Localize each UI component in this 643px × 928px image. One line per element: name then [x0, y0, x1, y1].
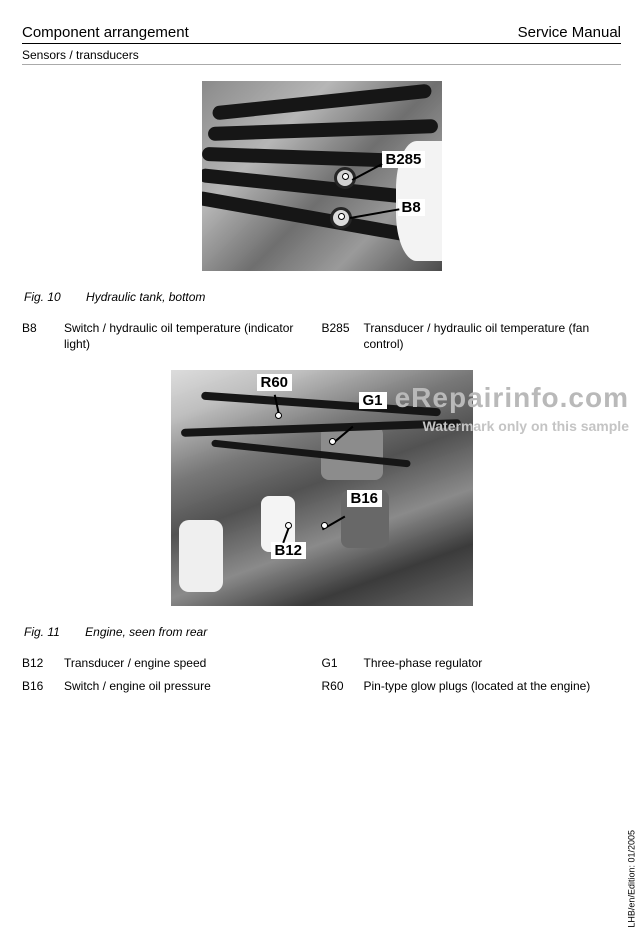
figure-10-title: Hydraulic tank, bottom	[86, 290, 205, 304]
legend-row: G1 Three-phase regulator	[322, 655, 622, 671]
legend-code: B16	[22, 678, 64, 694]
callout-label-b285: B285	[382, 151, 426, 168]
legend-desc: Pin-type glow plugs (located at the engi…	[364, 678, 622, 694]
legend-code: B285	[322, 320, 364, 352]
figure-10-number: Fig. 10	[24, 290, 61, 304]
legend-desc: Transducer / hydraulic oil temperature (…	[364, 320, 622, 352]
header-subsection: Sensors / transducers	[22, 48, 621, 65]
figure-11-legend: B12 Transducer / engine speed B16 Switch…	[22, 655, 621, 693]
legend-code: B8	[22, 320, 64, 352]
legend-desc: Switch / hydraulic oil temperature (indi…	[64, 320, 322, 352]
legend-desc: Three-phase regulator	[364, 655, 622, 671]
legend-desc: Switch / engine oil pressure	[64, 678, 322, 694]
page-header: Component arrangement Service Manual	[22, 24, 621, 44]
callout-dot-r60	[275, 412, 282, 419]
legend-code: B12	[22, 655, 64, 671]
figure-10: B285 B8	[22, 81, 621, 276]
legend-code: G1	[322, 655, 364, 671]
legend-code: R60	[322, 678, 364, 694]
legend-row: B285 Transducer / hydraulic oil temperat…	[322, 320, 622, 352]
legend-row: B12 Transducer / engine speed	[22, 655, 322, 671]
callout-dot-b12	[285, 522, 292, 529]
figure-11-image: R60 G1 B16 B12	[171, 370, 473, 606]
side-edition-text: LHB/en/Edition: 01/2005	[627, 830, 637, 928]
callout-dot-b285	[342, 173, 349, 180]
callout-dot-g1	[329, 438, 336, 445]
figure-11-number: Fig. 11	[24, 625, 60, 639]
legend-row: B16 Switch / engine oil pressure	[22, 678, 322, 694]
callout-label-b8: B8	[398, 199, 425, 216]
callout-label-g1: G1	[359, 392, 387, 409]
figure-11-caption: Fig. 11 Engine, seen from rear	[24, 625, 621, 639]
callout-dot-b8	[338, 213, 345, 220]
header-section-title: Component arrangement	[22, 24, 189, 41]
callout-dot-b16	[321, 522, 328, 529]
figure-11: R60 G1 B16 B12 eRepairinfo.com Watermark…	[22, 370, 621, 611]
callout-label-b16: B16	[347, 490, 383, 507]
header-doc-type: Service Manual	[518, 24, 621, 41]
callout-label-b12: B12	[271, 542, 307, 559]
figure-10-legend: B8 Switch / hydraulic oil temperature (i…	[22, 320, 621, 352]
legend-row: R60 Pin-type glow plugs (located at the …	[322, 678, 622, 694]
callout-label-r60: R60	[257, 374, 293, 391]
legend-desc: Transducer / engine speed	[64, 655, 322, 671]
figure-10-image: B285 B8	[202, 81, 442, 271]
legend-row: B8 Switch / hydraulic oil temperature (i…	[22, 320, 322, 352]
figure-10-caption: Fig. 10 Hydraulic tank, bottom	[24, 290, 621, 304]
figure-11-title: Engine, seen from rear	[85, 625, 207, 639]
